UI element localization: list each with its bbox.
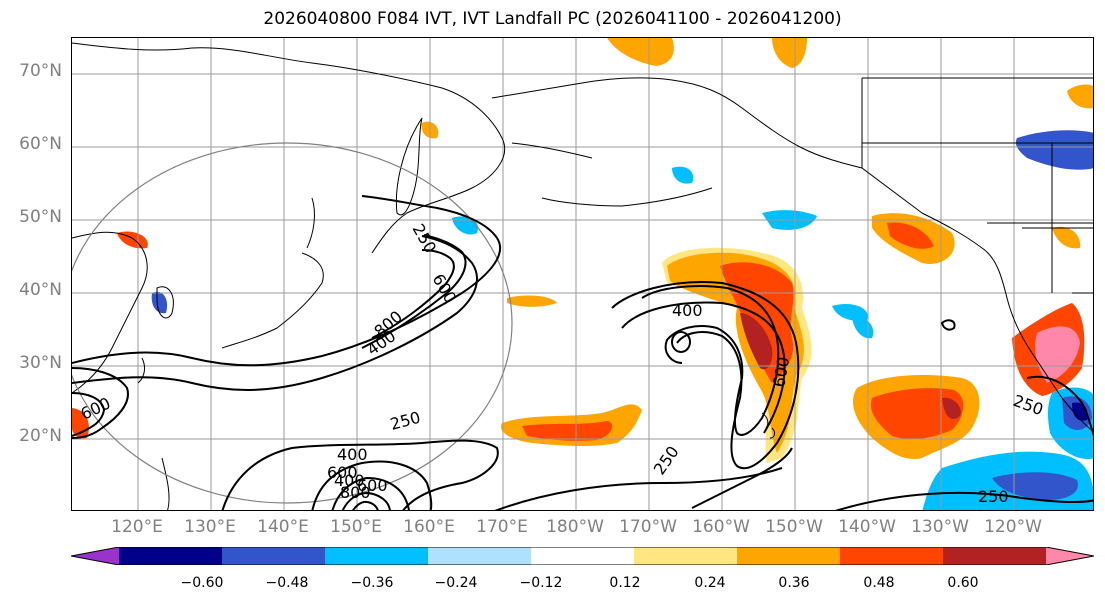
- lon-label-130e: 130°E: [184, 517, 236, 537]
- contour-label: 600: [429, 271, 461, 307]
- lat-label-30n: 30°N: [19, 353, 62, 373]
- colorbar-segment: [222, 547, 326, 565]
- coastlines: [72, 42, 1093, 510]
- contour-label: 400: [672, 301, 703, 320]
- lon-label-120w: 120°W: [984, 517, 1042, 537]
- colorbar-tick-label: 0.24: [694, 575, 726, 591]
- contour-label: 800: [340, 483, 371, 502]
- colorbar: [71, 547, 1094, 565]
- colorbar-tick-label: −0.48: [265, 575, 309, 591]
- colorbar-tick-label: −0.24: [434, 575, 478, 591]
- landfall-circle: [72, 142, 513, 504]
- map-canvas: 250 600 800 400 600 400 600 250 250 250 …: [72, 38, 1093, 510]
- contour-label: 250: [978, 487, 1009, 506]
- colorbar-extend-high: [1046, 547, 1094, 565]
- ivt-contours: [72, 195, 1093, 510]
- contour-label: 400: [334, 471, 365, 490]
- lon-label-140e: 140°E: [257, 517, 309, 537]
- colorbar-segment: [119, 547, 223, 565]
- colorbar-segment: [634, 547, 738, 565]
- lon-label-150e: 150°E: [330, 517, 382, 537]
- colorbar-tick-label: 0.36: [778, 575, 810, 591]
- colorbar-segment: [840, 547, 944, 565]
- contour-label: 600: [357, 476, 388, 495]
- map-panel: 250 600 800 400 600 400 600 250 250 250 …: [71, 37, 1094, 511]
- lon-label-120e: 120°E: [111, 517, 163, 537]
- colorbar-tick-label: 0.12: [609, 575, 641, 591]
- lon-label-130w: 130°W: [911, 517, 969, 537]
- lat-label-70n: 70°N: [19, 61, 62, 81]
- lon-label-170w: 170°W: [619, 517, 677, 537]
- colorbar-tick-label: 0.60: [947, 575, 979, 591]
- contour-label: 400: [337, 445, 368, 464]
- lon-label-160w: 160°W: [692, 517, 750, 537]
- contour-label: 250: [388, 408, 422, 434]
- lon-label-160e: 160°E: [403, 517, 455, 537]
- colorbar-segment: [943, 547, 1047, 565]
- lon-label-170e: 170°E: [476, 517, 528, 537]
- map-title: 2026040800 F084 IVT, IVT Landfall PC (20…: [263, 9, 842, 29]
- colorbar-extend-low: [71, 547, 119, 565]
- contour-label: 600: [327, 463, 358, 482]
- lon-label-150w: 150°W: [765, 517, 823, 537]
- lat-label-20n: 20°N: [19, 426, 62, 446]
- colorbar-segment: [325, 547, 429, 565]
- lat-label-40n: 40°N: [19, 280, 62, 300]
- colorbar-tick-label: −0.60: [180, 575, 224, 591]
- lon-label-180w: 180°W: [546, 517, 604, 537]
- contour-label: 250: [650, 442, 683, 478]
- colorbar-tick-label: 0.48: [863, 575, 895, 591]
- colorbar-tick-label: −0.36: [350, 575, 394, 591]
- colorbar-tick-label: −0.12: [519, 575, 563, 591]
- lat-label-60n: 60°N: [19, 134, 62, 154]
- lon-label-140w: 140°W: [838, 517, 896, 537]
- colorbar-segment: [737, 547, 841, 565]
- colorbar-segment: [531, 547, 635, 565]
- colorbar-segment: [428, 547, 532, 565]
- lat-label-50n: 50°N: [19, 207, 62, 227]
